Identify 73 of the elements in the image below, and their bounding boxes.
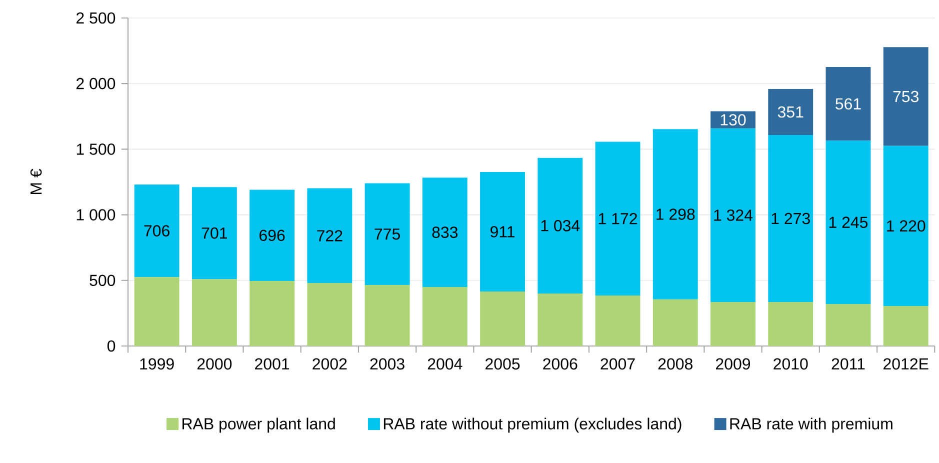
bar <box>134 184 180 278</box>
bar <box>307 283 352 346</box>
data-label: 775 <box>374 228 400 240</box>
data-label: 1 273 <box>772 212 810 224</box>
bar <box>250 190 295 282</box>
bar <box>710 302 756 346</box>
bar <box>826 304 871 346</box>
bar <box>595 295 640 346</box>
legend-label: RAB rate with premium <box>730 418 892 433</box>
data-label: 130 <box>720 114 746 126</box>
x-tick-label: 2005 <box>486 358 520 370</box>
bar <box>480 172 525 292</box>
bar <box>883 47 928 146</box>
y-tick-label: 0 <box>107 340 116 352</box>
bar <box>364 284 410 346</box>
data-label: 753 <box>893 90 918 102</box>
x-tick-label: 2002 <box>312 358 347 370</box>
data-label: 706 <box>144 225 170 236</box>
y-tick-label: 1 000 <box>76 209 116 220</box>
legend-label: RAB rate without premium (excludes land) <box>384 418 682 433</box>
x-tick-label: 2007 <box>600 358 635 370</box>
data-label: 1 034 <box>541 220 580 232</box>
bar <box>768 302 814 346</box>
data-label: 911 <box>490 226 514 238</box>
bar <box>826 140 871 304</box>
bar <box>652 299 698 346</box>
bar <box>250 281 295 346</box>
data-label: 1 298 <box>656 208 695 220</box>
data-label: 696 <box>260 230 285 242</box>
data-label: 722 <box>317 230 342 242</box>
x-tick-label: 2001 <box>255 358 290 370</box>
data-label: 833 <box>432 226 458 238</box>
bar <box>538 158 583 294</box>
bar <box>883 306 928 346</box>
bar <box>826 67 871 141</box>
x-tick-label: 1999 <box>140 358 174 370</box>
data-label: 701 <box>202 227 227 239</box>
bar <box>768 135 814 302</box>
data-label: 351 <box>778 106 804 118</box>
bar <box>364 183 410 285</box>
data-label: 561 <box>836 98 861 110</box>
x-tick-label: 2000 <box>197 358 232 370</box>
x-tick-label: 2011 <box>832 358 865 370</box>
data-label: 1 245 <box>829 216 868 228</box>
bar <box>768 88 814 136</box>
x-tick-label: 2009 <box>716 358 750 370</box>
y-tick-label: 1 500 <box>76 144 116 155</box>
y-tick-label: 2 000 <box>76 78 116 90</box>
x-tick-label: 2012E <box>884 358 928 370</box>
bar <box>883 146 928 306</box>
y-tick-label: 500 <box>90 274 116 286</box>
bar <box>422 178 468 287</box>
y-axis-title: M € <box>30 168 42 194</box>
bar <box>480 292 525 346</box>
x-tick-label: 2006 <box>543 358 578 370</box>
bar <box>192 279 237 346</box>
x-tick-label: 2003 <box>370 358 404 370</box>
x-tick-label: 2008 <box>658 358 692 370</box>
data-label: 1 172 <box>598 213 637 224</box>
bar <box>710 128 756 302</box>
bar <box>307 188 352 284</box>
data-label: 1 220 <box>887 220 926 232</box>
x-tick-label: 2010 <box>774 358 808 370</box>
data-label: 1 324 <box>714 210 753 221</box>
x-tick-label: 2004 <box>428 358 462 370</box>
bar <box>134 277 180 346</box>
bar <box>538 294 583 346</box>
legend-label: RAB power plant land <box>182 418 335 433</box>
bar <box>595 142 640 296</box>
y-tick-label: 2 500 <box>76 12 116 24</box>
bar <box>192 187 237 280</box>
bar <box>422 286 468 346</box>
bar <box>652 129 698 300</box>
